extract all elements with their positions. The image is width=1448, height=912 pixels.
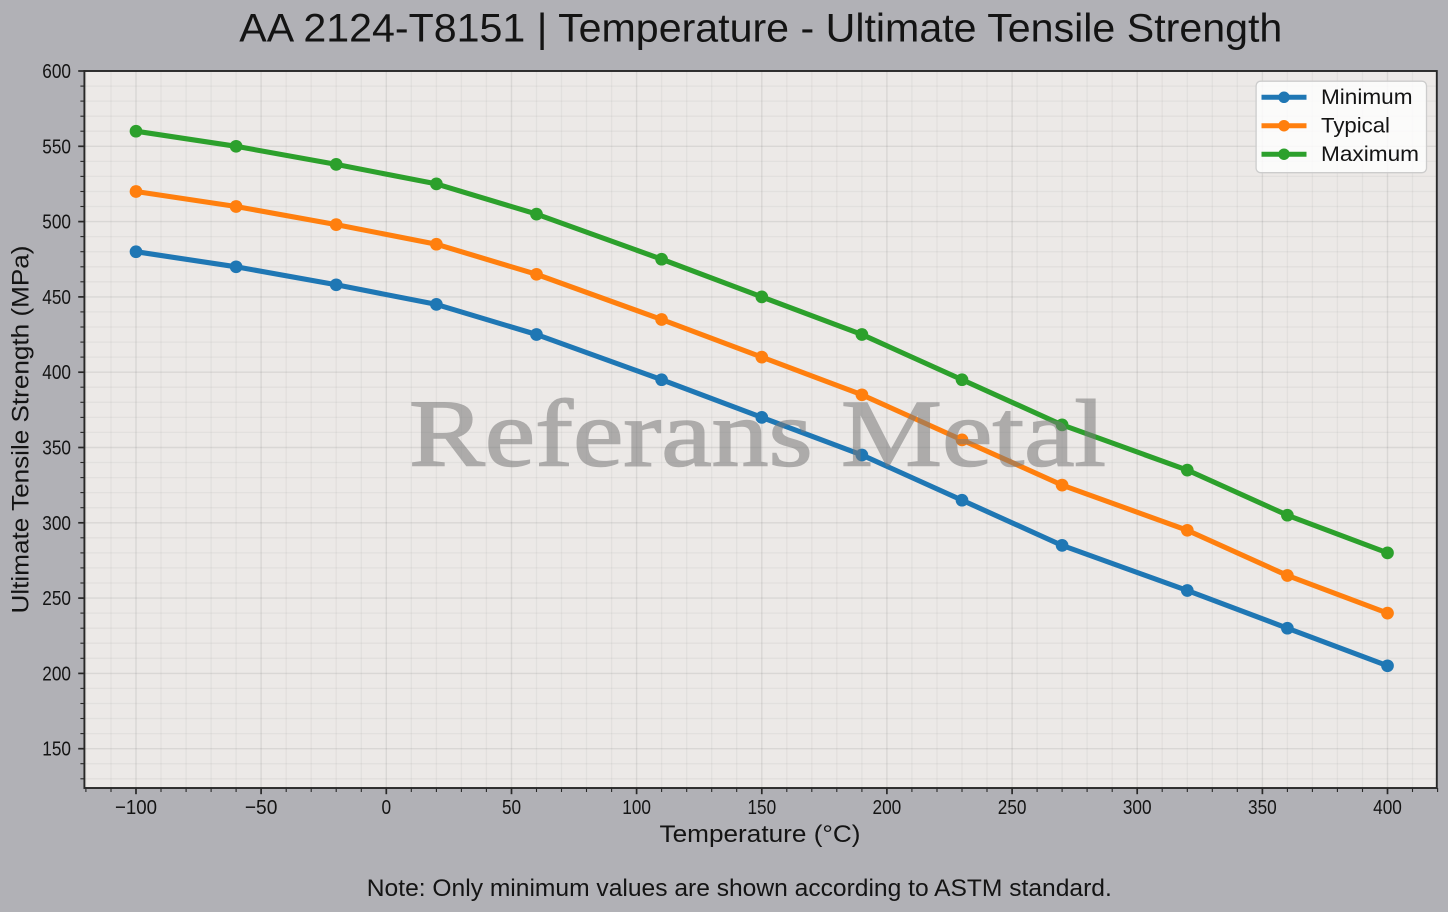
svg-text:250: 250 [42, 587, 71, 610]
svg-text:300: 300 [1123, 796, 1152, 819]
svg-text:0: 0 [382, 796, 392, 819]
svg-text:200: 200 [873, 796, 902, 819]
svg-text:50: 50 [502, 796, 521, 819]
svg-text:150: 150 [747, 796, 776, 819]
svg-text:300: 300 [42, 512, 71, 535]
svg-text:350: 350 [1248, 796, 1277, 819]
svg-text:Note: Only minimum values are: Note: Only minimum values are shown acco… [367, 875, 1112, 902]
svg-text:400: 400 [42, 361, 71, 384]
svg-text:Ultimate Tensile Strength (MPa: Ultimate Tensile Strength (MPa) [8, 245, 35, 613]
svg-text:Maximum: Maximum [1321, 143, 1419, 166]
svg-text:450: 450 [42, 286, 71, 309]
svg-text:500: 500 [42, 211, 71, 234]
svg-text:600: 600 [42, 60, 71, 83]
svg-text:AA 2124-T8151 | Temperature -: AA 2124-T8151 | Temperature - Ultimate T… [239, 6, 1282, 50]
svg-text:Temperature (°C): Temperature (°C) [660, 821, 861, 848]
svg-text:400: 400 [1373, 796, 1402, 819]
svg-text:−100: −100 [115, 796, 157, 819]
svg-text:200: 200 [42, 662, 71, 685]
svg-text:350: 350 [42, 437, 71, 460]
svg-text:550: 550 [42, 135, 71, 158]
svg-text:250: 250 [998, 796, 1027, 819]
svg-text:150: 150 [42, 738, 71, 761]
svg-text:−50: −50 [245, 796, 278, 819]
svg-text:Typical: Typical [1321, 115, 1390, 138]
svg-text:100: 100 [622, 796, 651, 819]
svg-text:Minimum: Minimum [1321, 86, 1413, 109]
svg-text:Referans Metal: Referans Metal [409, 381, 1106, 487]
